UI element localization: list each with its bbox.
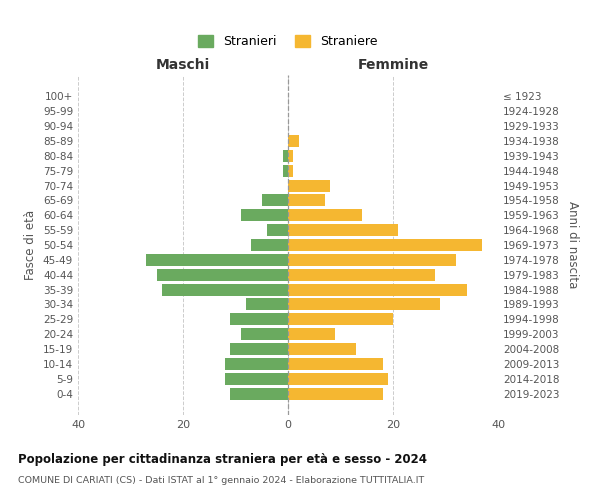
Bar: [288, 298, 440, 310]
Bar: [288, 194, 325, 206]
Bar: [225, 373, 288, 384]
Bar: [288, 239, 482, 251]
Bar: [230, 314, 288, 325]
Bar: [288, 210, 361, 221]
Text: Femmine: Femmine: [358, 58, 428, 72]
Bar: [157, 269, 288, 280]
Bar: [288, 165, 293, 176]
Bar: [262, 194, 288, 206]
Bar: [288, 135, 299, 147]
Bar: [288, 373, 388, 384]
Bar: [146, 254, 288, 266]
Text: Maschi: Maschi: [156, 58, 210, 72]
Y-axis label: Fasce di età: Fasce di età: [25, 210, 37, 280]
Bar: [246, 298, 288, 310]
Bar: [241, 210, 288, 221]
Bar: [267, 224, 288, 236]
Text: Popolazione per cittadinanza straniera per età e sesso - 2024: Popolazione per cittadinanza straniera p…: [18, 452, 427, 466]
Bar: [288, 314, 393, 325]
Bar: [251, 239, 288, 251]
Bar: [288, 358, 383, 370]
Bar: [230, 388, 288, 400]
Bar: [288, 343, 356, 355]
Y-axis label: Anni di nascita: Anni di nascita: [566, 202, 579, 288]
Bar: [283, 150, 288, 162]
Bar: [288, 180, 330, 192]
Bar: [288, 254, 456, 266]
Bar: [288, 224, 398, 236]
Text: COMUNE DI CARIATI (CS) - Dati ISTAT al 1° gennaio 2024 - Elaborazione TUTTITALIA: COMUNE DI CARIATI (CS) - Dati ISTAT al 1…: [18, 476, 424, 485]
Bar: [288, 269, 435, 280]
Bar: [241, 328, 288, 340]
Bar: [288, 284, 467, 296]
Bar: [230, 343, 288, 355]
Bar: [162, 284, 288, 296]
Bar: [288, 388, 383, 400]
Bar: [283, 165, 288, 176]
Legend: Stranieri, Straniere: Stranieri, Straniere: [193, 30, 383, 54]
Bar: [288, 328, 335, 340]
Bar: [288, 150, 293, 162]
Bar: [225, 358, 288, 370]
